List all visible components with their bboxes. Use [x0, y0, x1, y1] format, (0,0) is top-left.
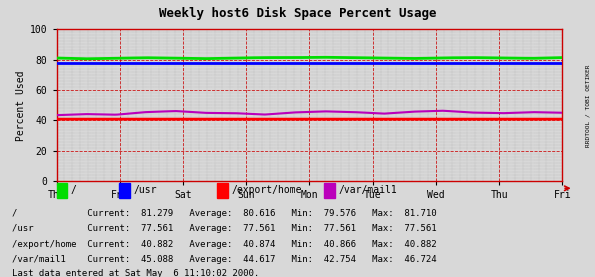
Text: /var/mail1    Current:  45.088   Average:  44.617   Min:  42.754   Max:  46.724: /var/mail1 Current: 45.088 Average: 44.6… [12, 255, 437, 264]
Text: /export/home  Current:  40.882   Average:  40.874   Min:  40.866   Max:  40.882: /export/home Current: 40.882 Average: 40… [12, 240, 437, 248]
Text: /export/home: /export/home [231, 185, 302, 196]
Text: /             Current:  81.279   Average:  80.616   Min:  79.576   Max:  81.710: / Current: 81.279 Average: 80.616 Min: 7… [12, 209, 437, 218]
Y-axis label: Percent Used: Percent Used [15, 70, 26, 140]
Text: /usr          Current:  77.561   Average:  77.561   Min:  77.561   Max:  77.561: /usr Current: 77.561 Average: 77.561 Min… [12, 224, 437, 233]
Text: Last data entered at Sat May  6 11:10:02 2000.: Last data entered at Sat May 6 11:10:02 … [12, 269, 259, 277]
Text: /var/mail1: /var/mail1 [339, 185, 397, 196]
Text: Weekly host6 Disk Space Percent Usage: Weekly host6 Disk Space Percent Usage [159, 7, 436, 20]
Text: /usr: /usr [133, 185, 156, 196]
Text: /: / [71, 185, 77, 196]
Text: RRDTOOL / TOBI OETIKER: RRDTOOL / TOBI OETIKER [586, 64, 591, 147]
